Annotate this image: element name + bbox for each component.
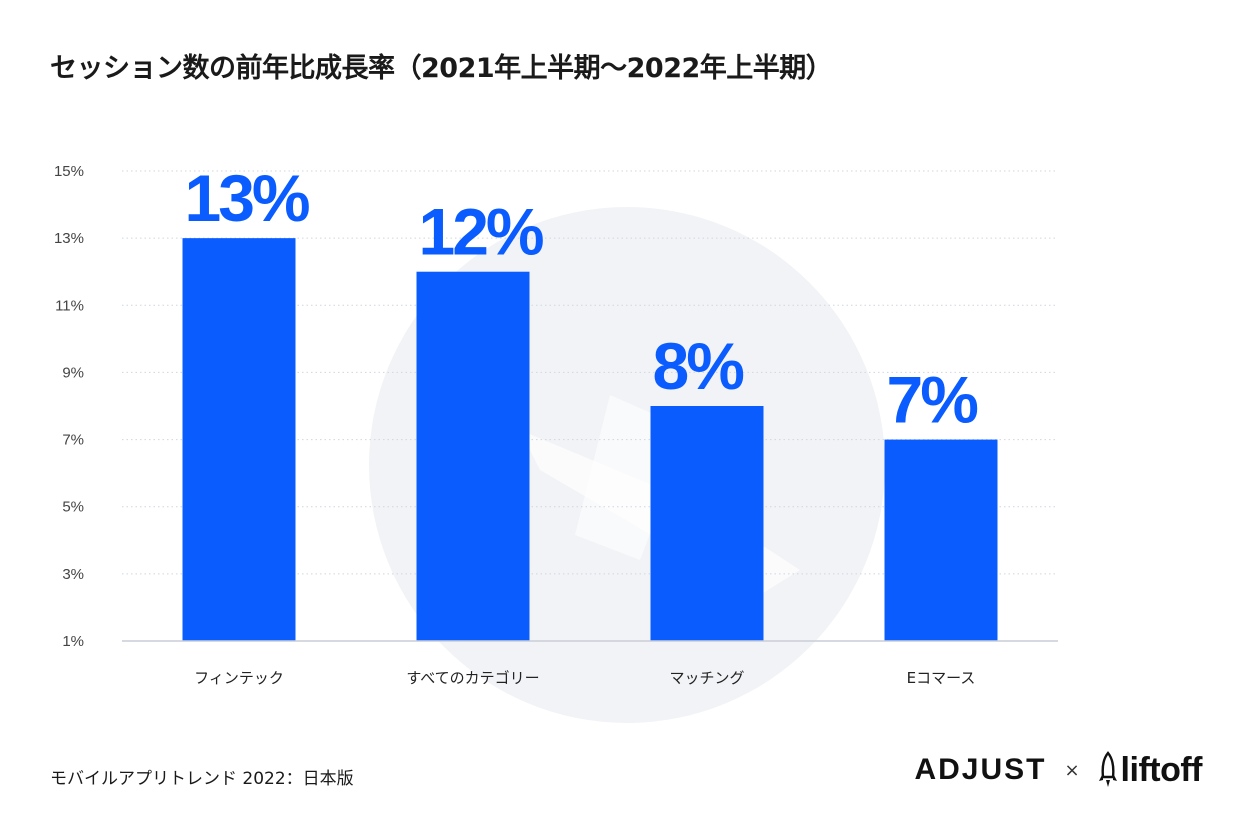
liftoff-logo: liftoff xyxy=(1098,750,1203,790)
y-tick-label: 3% xyxy=(62,566,84,583)
y-tick-label: 1% xyxy=(62,633,84,650)
y-tick-label: 11% xyxy=(55,297,84,314)
rocket-icon xyxy=(1098,751,1117,787)
bar xyxy=(416,271,530,641)
y-tick-label: 15% xyxy=(54,163,84,180)
x-category-label: マッチング xyxy=(669,669,744,687)
bar xyxy=(182,238,296,641)
x-category-label: フィンテック xyxy=(194,669,284,687)
x-category-label: Eコマース xyxy=(907,669,976,687)
bar xyxy=(650,406,764,641)
bars xyxy=(182,238,998,641)
data-label: 8% xyxy=(653,329,744,403)
y-tick-label: 7% xyxy=(62,432,84,449)
source-caption: モバイルアプリトレンド 2022：日本版 xyxy=(50,769,354,789)
y-tick-label: 13% xyxy=(54,230,84,247)
data-label: 12% xyxy=(419,195,543,269)
y-axis-ticks: 1% 3% 5% 7% 9% 11% 13% 15% xyxy=(54,163,84,650)
adjust-logo: ADJUST xyxy=(914,753,1047,786)
x-axis-labels: フィンテック すべてのカテゴリー マッチング Eコマース xyxy=(194,669,975,687)
bar xyxy=(884,439,998,641)
times-separator: × xyxy=(1064,759,1080,781)
data-label: 13% xyxy=(185,161,309,235)
brand-logos: ADJUST × liftoff xyxy=(914,746,1202,794)
y-tick-label: 9% xyxy=(62,364,84,381)
data-label: 7% xyxy=(887,363,978,437)
chart-title: セッション数の前年比成長率（2021年上半期〜2022年上半期） xyxy=(50,53,833,84)
data-labels: 13% 12% 8% 7% xyxy=(185,161,981,437)
liftoff-wordmark: liftoff xyxy=(1120,750,1203,789)
y-tick-label: 5% xyxy=(62,499,84,516)
x-category-label: すべてのカテゴリー xyxy=(406,669,539,687)
